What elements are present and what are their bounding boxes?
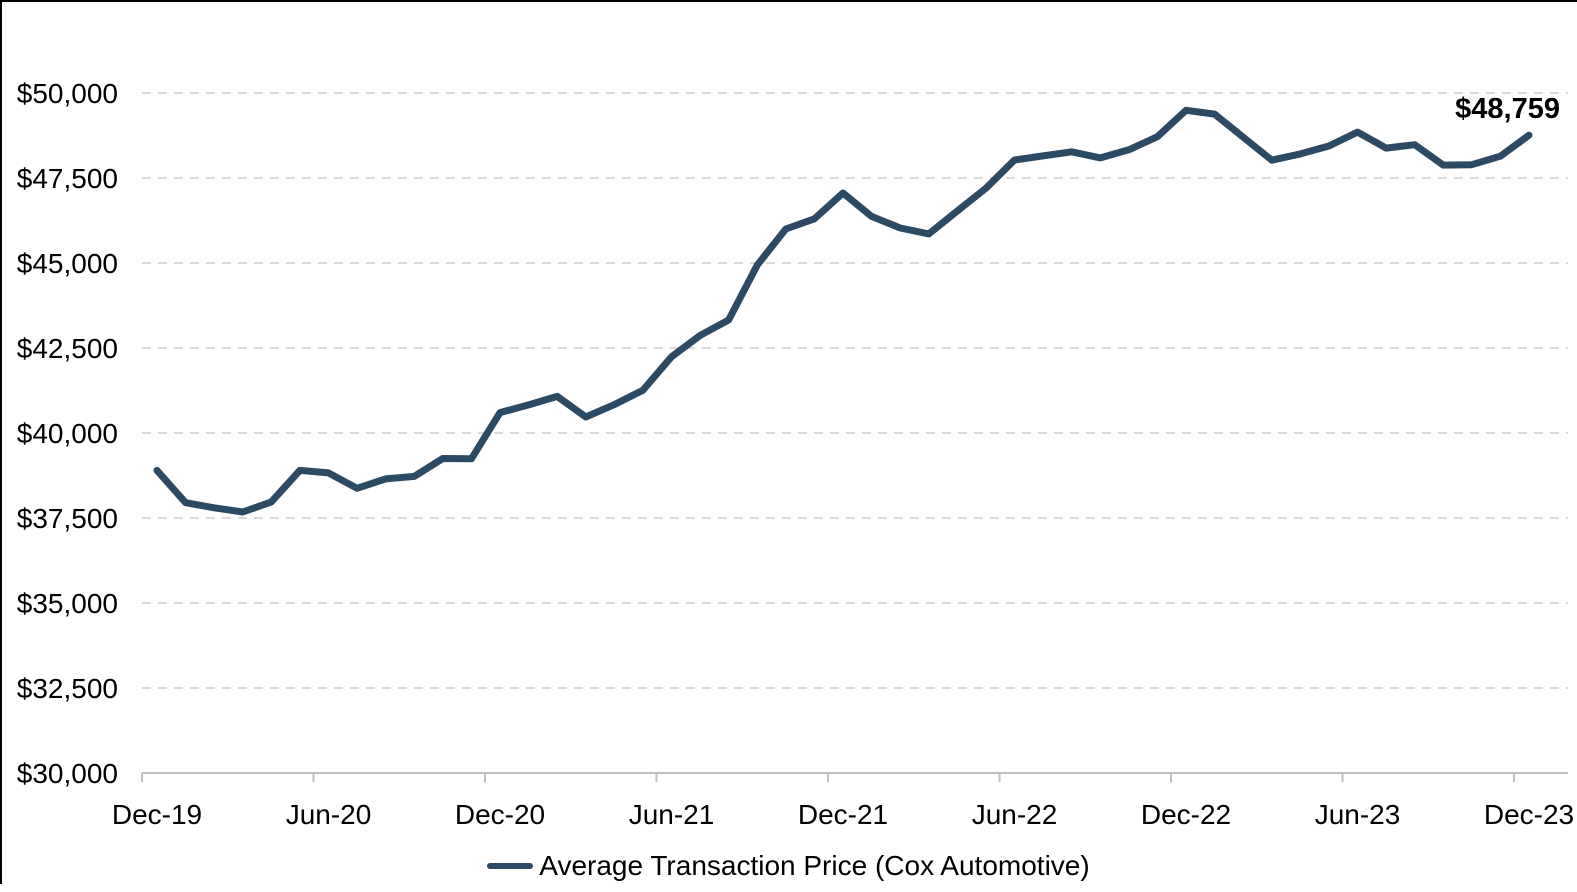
frame-border-left: [0, 0, 2, 884]
y-axis-tick-label: $50,000: [17, 78, 118, 109]
y-axis-tick-label: $42,500: [17, 333, 118, 364]
x-axis-tick-label: Dec-19: [112, 799, 202, 830]
last-point-data-label: $48,759: [1455, 93, 1560, 125]
y-axis-tick-label: $45,000: [17, 248, 118, 279]
y-axis-tick-label: $35,000: [17, 588, 118, 619]
legend-line-marker: [487, 863, 534, 869]
x-axis-tick-label: Jun-21: [629, 799, 715, 830]
x-axis-tick-label: Dec-21: [798, 799, 888, 830]
price-line-chart: $30,000 $32,500 $35,000 $37,500 $40,000 $42,5…: [17, 78, 1574, 830]
x-axis-tick-label: Jun-22: [972, 799, 1058, 830]
legend: Average Transaction Price (Cox Automotiv…: [0, 850, 1577, 882]
x-axis-tick-label: Dec-23: [1484, 799, 1574, 830]
y-axis-tick-label: $32,500: [17, 673, 118, 704]
y-axis-tick-label: $40,000: [17, 418, 118, 449]
y-axis-tick-label: $47,500: [17, 163, 118, 194]
frame-border-top: [0, 0, 1577, 2]
average-transaction-price-line: [153, 106, 1533, 516]
x-axis-tick-label: Jun-20: [286, 799, 372, 830]
y-axis-tick-label: $37,500: [17, 503, 118, 534]
x-axis-tick-label: Jun-23: [1315, 799, 1401, 830]
x-axis-tick-label: Dec-22: [1141, 799, 1231, 830]
y-axis-tick-label: $30,000: [17, 758, 118, 789]
legend-label: Average Transaction Price (Cox Automotiv…: [539, 850, 1090, 881]
x-axis-tick-label: Dec-20: [455, 799, 545, 830]
